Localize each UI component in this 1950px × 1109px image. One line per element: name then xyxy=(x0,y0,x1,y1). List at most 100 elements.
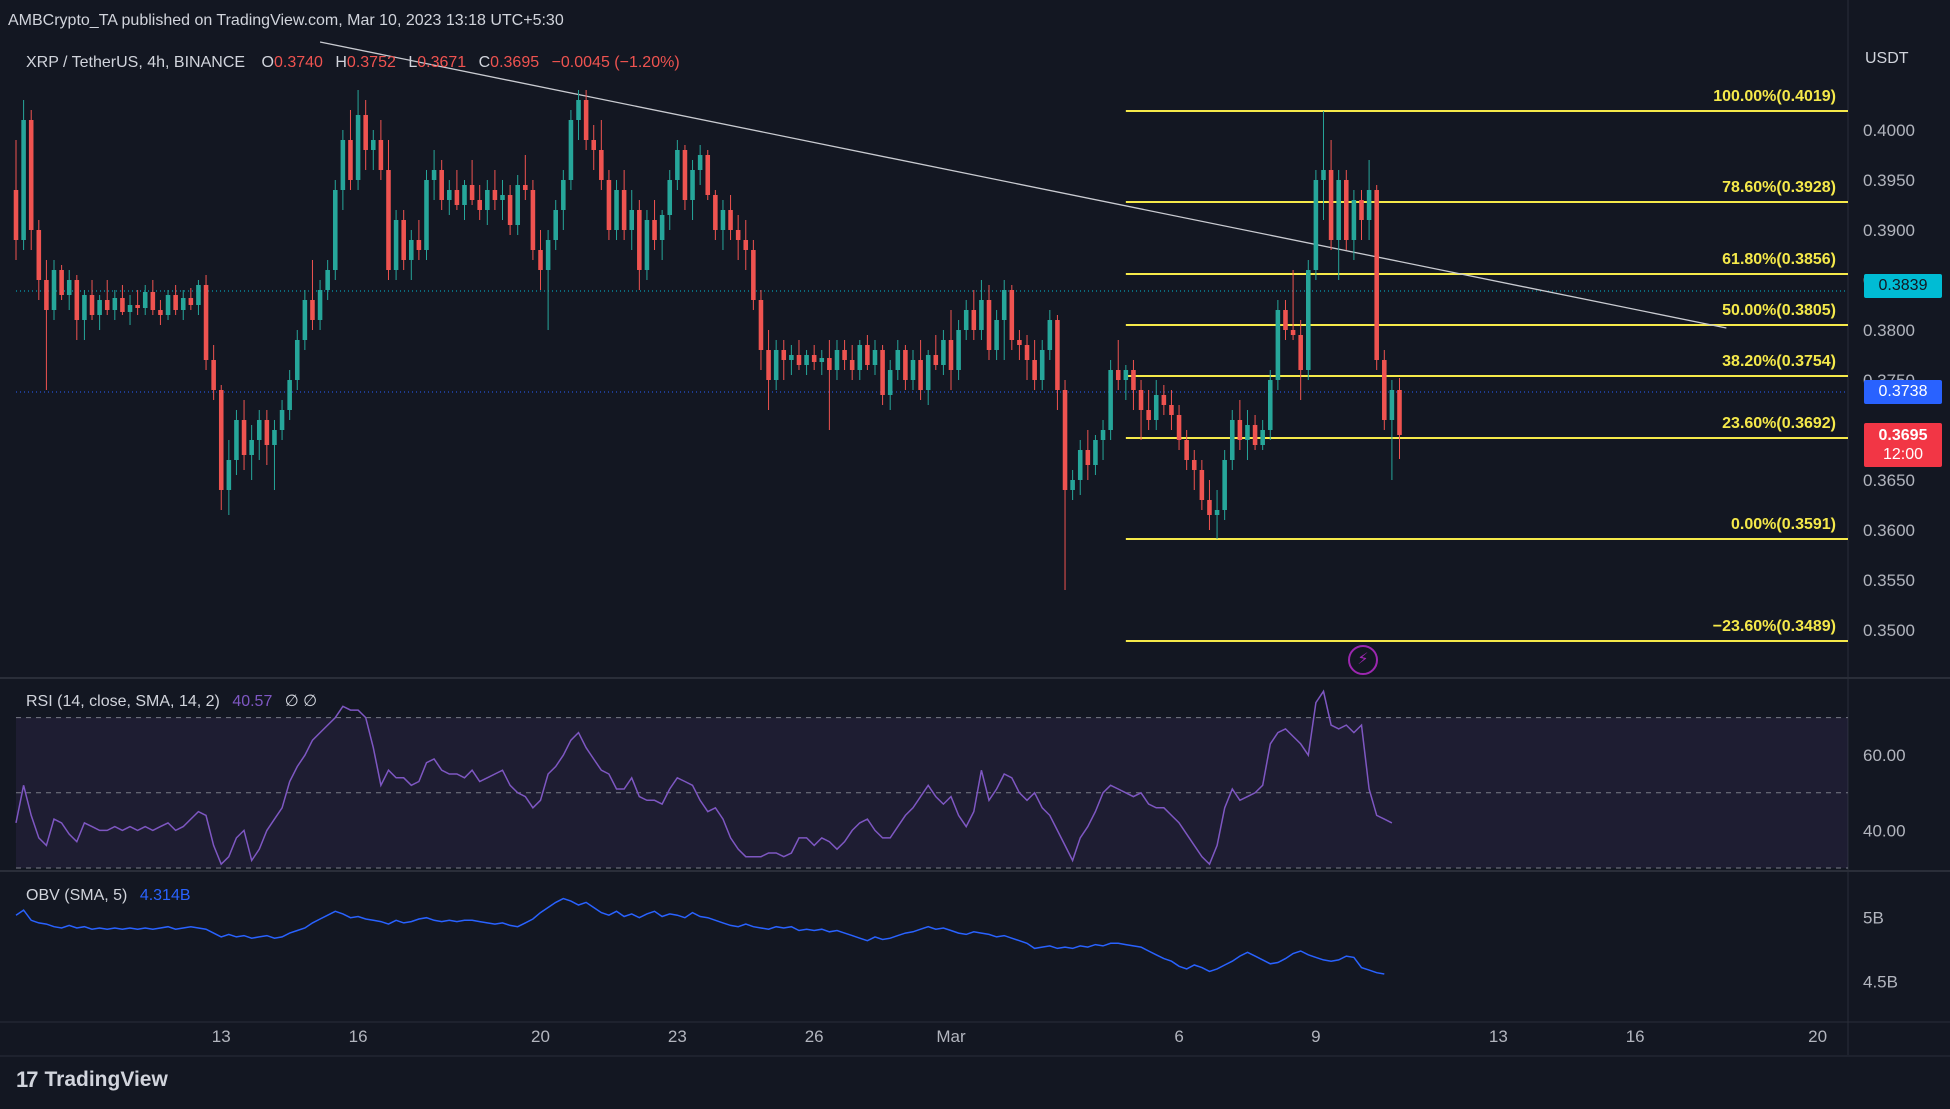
candle-body xyxy=(1313,180,1319,270)
price-tag-bid: 0.3738 xyxy=(1864,380,1942,404)
candle-body xyxy=(629,210,635,230)
candle-body xyxy=(865,345,870,365)
time-tick-label: 16 xyxy=(1626,1027,1645,1046)
candle-body xyxy=(188,298,194,305)
candle-body xyxy=(538,250,543,270)
candle-body xyxy=(659,215,665,240)
candle-body xyxy=(317,290,323,320)
time-tick-label: 26 xyxy=(805,1027,824,1046)
fib-level-label: 0.00%(0.3591) xyxy=(1731,516,1836,533)
candle-body xyxy=(241,420,247,455)
candle-body xyxy=(1344,180,1349,240)
candle-body xyxy=(44,280,49,310)
candle-body xyxy=(59,270,64,295)
candle-body xyxy=(1267,380,1273,430)
candle-body xyxy=(1001,290,1007,320)
candle-body xyxy=(1138,390,1144,410)
low-label: L xyxy=(408,54,418,71)
candle-body xyxy=(386,170,391,270)
price-tick-label: 0.3650 xyxy=(1863,471,1915,490)
candle-body xyxy=(819,358,825,362)
candle-body xyxy=(378,140,384,170)
close-value: 0.3695 xyxy=(490,54,540,71)
candle-body xyxy=(766,350,771,380)
candle-body xyxy=(332,190,338,270)
candle-body xyxy=(469,185,475,200)
price-tag-level: 0.3839 xyxy=(1864,274,1942,298)
candle-body xyxy=(370,140,376,150)
candle-body xyxy=(1275,310,1281,380)
candle-body xyxy=(158,310,163,315)
candle-body xyxy=(500,195,505,200)
candle-body xyxy=(986,300,992,350)
obv-label: OBV (SMA, 5) xyxy=(26,887,128,904)
rsi-label: RSI (14, close, SMA, 14, 2) xyxy=(26,693,220,710)
candle-body xyxy=(849,360,855,370)
change-value: −0.0045 (−1.20%) xyxy=(551,54,680,71)
candle-body xyxy=(834,350,840,370)
obv-tick-label: 5B xyxy=(1863,909,1884,928)
candle-body xyxy=(1306,270,1311,370)
publisher-line: AMBCrypto_TA published on TradingView.co… xyxy=(8,12,564,29)
candle-body xyxy=(310,300,315,320)
rsi-band-fill xyxy=(16,717,1848,868)
time-tick-label: 6 xyxy=(1174,1027,1183,1046)
candle-body xyxy=(340,140,346,190)
candle-body xyxy=(887,370,893,395)
rsi-tick-label: 40.00 xyxy=(1863,821,1906,840)
candle-body xyxy=(880,350,885,395)
rsi-line xyxy=(15,689,1393,866)
candle-body xyxy=(196,285,201,305)
obv-line xyxy=(15,897,1385,975)
candle-body xyxy=(249,440,254,455)
candle-body xyxy=(872,350,878,365)
candle-body xyxy=(21,120,26,240)
candle-body xyxy=(36,230,42,280)
candle-body xyxy=(1039,350,1045,380)
rsi-legend[interactable]: RSI (14, close, SMA, 14, 2) 40.57 ∅ ∅ xyxy=(26,691,317,711)
candle-body xyxy=(112,298,118,310)
candle-body xyxy=(1382,360,1387,420)
symbol-name[interactable]: XRP / TetherUS, 4h, BINANCE xyxy=(26,54,246,71)
candle-body xyxy=(477,200,482,210)
candle-body xyxy=(1336,180,1341,240)
obv-legend[interactable]: OBV (SMA, 5) 4.314B xyxy=(26,887,191,905)
candle-body xyxy=(1131,370,1136,390)
candle-body xyxy=(1359,200,1364,220)
candle-body xyxy=(903,350,908,380)
candle-body xyxy=(811,355,817,362)
candle-body xyxy=(1229,420,1235,460)
open-value: 0.3740 xyxy=(273,54,323,71)
candle-body xyxy=(165,295,171,315)
lightning-icon[interactable]: ⚡ xyxy=(1348,645,1378,675)
candle-body xyxy=(773,350,779,380)
candle-body xyxy=(66,280,72,295)
candle-body xyxy=(256,420,262,440)
fib-level-label: 100.00%(0.4019) xyxy=(1713,88,1836,105)
high-value: 0.3752 xyxy=(346,54,396,71)
candle-body xyxy=(614,190,619,230)
candle-body xyxy=(1397,390,1402,435)
candle-body xyxy=(13,190,19,240)
candle-body xyxy=(302,300,308,340)
price-tick-label: 0.3550 xyxy=(1863,571,1915,590)
candle-body xyxy=(1260,430,1265,445)
candle-body xyxy=(142,292,148,308)
candle-body xyxy=(941,340,946,365)
candle-body xyxy=(173,295,178,310)
candle-body xyxy=(294,340,300,380)
candle-body xyxy=(1024,345,1030,360)
candle-body xyxy=(637,210,642,270)
candle-body xyxy=(135,305,140,308)
candle-body xyxy=(735,230,741,240)
candle-body xyxy=(287,380,292,410)
tradingview-brand[interactable]: 17 TradingView xyxy=(16,1067,168,1093)
time-tick-label: 20 xyxy=(1808,1027,1827,1046)
price-tick-label: 0.3900 xyxy=(1863,221,1915,240)
candle-body xyxy=(51,270,57,310)
candle-body xyxy=(933,355,939,365)
candle-body xyxy=(1161,395,1167,405)
candle-body xyxy=(264,420,270,445)
candle-body xyxy=(827,358,832,370)
